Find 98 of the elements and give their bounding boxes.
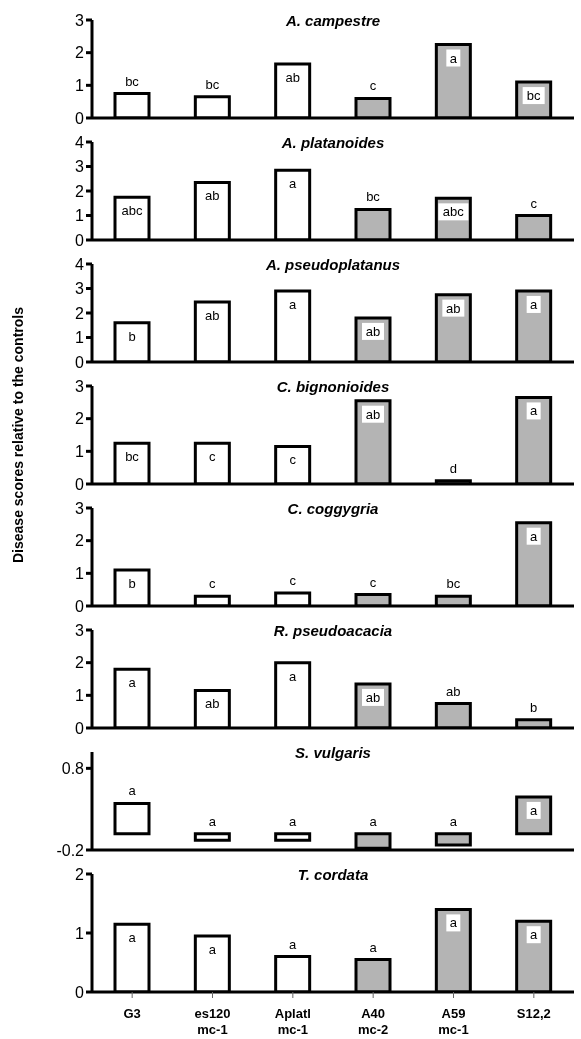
- data-label: a: [369, 813, 378, 829]
- y-tick-label: 3: [75, 377, 85, 395]
- y-tick-label: 3: [75, 158, 85, 176]
- y-tick-label: 2: [75, 532, 85, 550]
- data-label: bc: [125, 449, 140, 465]
- data-label: b: [128, 576, 136, 592]
- data-label: a: [449, 813, 458, 829]
- data-label: a: [369, 939, 378, 955]
- data-label: bc: [205, 76, 220, 92]
- y-tick-label: 2: [75, 654, 85, 672]
- data-label: a: [208, 941, 217, 957]
- y-tick-label: -0.2: [56, 841, 85, 859]
- chart-title: A. platanoides: [280, 134, 386, 151]
- y-tick-label: 3: [75, 499, 85, 517]
- data-label: bc: [125, 73, 140, 89]
- y-tick-label: 2: [75, 44, 85, 62]
- data-label: abc: [442, 204, 465, 220]
- y-tick-label: 1: [75, 924, 85, 942]
- data-label: a: [289, 176, 298, 192]
- x-tick-label: G3: [123, 1006, 141, 1021]
- data-label: a: [128, 930, 137, 946]
- chart-title: S. vulgaris: [294, 744, 372, 761]
- y-tick-label: 2: [75, 182, 85, 200]
- data-label: b: [128, 328, 136, 344]
- y-tick-label: 1: [75, 207, 85, 225]
- y-tick-label: 2: [75, 410, 85, 428]
- y-tick-label: 1: [75, 77, 85, 95]
- data-label: abc: [121, 203, 143, 219]
- bar: [274, 832, 312, 842]
- chart-title: A. pseudoplatanus: [264, 256, 402, 273]
- chart-title: A. campestre: [284, 12, 382, 29]
- y-tick-label: 0: [75, 109, 85, 127]
- data-label: a: [530, 296, 539, 312]
- y-tick-label: 2: [75, 865, 85, 883]
- y-tick-label: 1: [75, 443, 85, 461]
- y-tick-label: 0.8: [61, 760, 85, 778]
- data-label: bc: [446, 576, 461, 592]
- data-label: ab: [446, 683, 461, 699]
- x-tick-label: A40 mc-2: [357, 1006, 389, 1037]
- y-tick-label: 3: [75, 621, 85, 639]
- data-label: ab: [285, 70, 300, 86]
- bar: [193, 832, 231, 842]
- data-label: ab: [365, 406, 381, 422]
- x-tick-label: S12,2: [516, 1006, 551, 1021]
- data-label: bc: [526, 88, 542, 104]
- bar: [113, 801, 151, 836]
- chart-title: C. bignonioides: [275, 378, 391, 395]
- data-label: ab: [365, 323, 381, 339]
- y-tick-label: 4: [75, 133, 85, 151]
- data-label: c: [530, 195, 538, 211]
- y-axis-title: Disease scores relative to the controls: [10, 307, 26, 563]
- data-label: ab: [205, 188, 220, 204]
- y-tick-label: 0: [75, 597, 85, 615]
- y-tick-label: 0: [75, 231, 85, 249]
- y-tick-label: 1: [75, 329, 85, 347]
- y-tick-label: 0: [75, 719, 85, 737]
- data-label: b: [530, 699, 538, 715]
- y-tick-label: 4: [75, 255, 85, 273]
- data-label: a: [128, 783, 137, 799]
- data-label: a: [289, 813, 298, 829]
- y-tick-label: 2: [75, 304, 85, 322]
- chart-title: R. pseudoacacia: [272, 622, 394, 639]
- y-tick-label: 3: [75, 11, 85, 29]
- data-label: c: [289, 572, 297, 588]
- chart-title: T. cordata: [296, 866, 370, 883]
- data-label: ab: [205, 696, 220, 712]
- data-label: ab: [205, 307, 220, 323]
- data-label: a: [530, 528, 539, 544]
- data-label: c: [369, 78, 377, 94]
- y-tick-label: 1: [75, 687, 85, 705]
- data-label: a: [289, 296, 298, 312]
- y-tick-label: 1: [75, 565, 85, 583]
- data-label: c: [369, 574, 377, 590]
- data-label: c: [289, 452, 297, 468]
- data-label: a: [530, 927, 539, 943]
- y-tick-label: 0: [75, 353, 85, 371]
- data-label: a: [289, 936, 298, 952]
- data-label: a: [530, 403, 539, 419]
- y-tick-label: 0: [75, 475, 85, 493]
- data-label: a: [128, 675, 137, 691]
- y-tick-label: 0: [75, 983, 85, 1001]
- data-label: c: [209, 576, 217, 592]
- data-label: d: [449, 460, 457, 476]
- data-label: a: [208, 813, 217, 829]
- data-label: a: [289, 668, 298, 684]
- data-label: ab: [446, 300, 461, 316]
- chart-title: C. coggygria: [286, 500, 380, 517]
- y-tick-label: 3: [75, 280, 85, 298]
- data-label: a: [449, 50, 458, 66]
- x-tick-label: A59 mc-1: [438, 1006, 469, 1037]
- data-label: a: [530, 802, 539, 818]
- data-label: ab: [365, 689, 381, 705]
- x-tick-label: Aplatl mc-1: [274, 1006, 311, 1037]
- x-tick-label: es120 mc-1: [194, 1006, 231, 1037]
- data-label: c: [209, 449, 217, 465]
- data-label: a: [449, 915, 458, 931]
- data-label: bc: [366, 189, 381, 205]
- bar: [434, 832, 472, 847]
